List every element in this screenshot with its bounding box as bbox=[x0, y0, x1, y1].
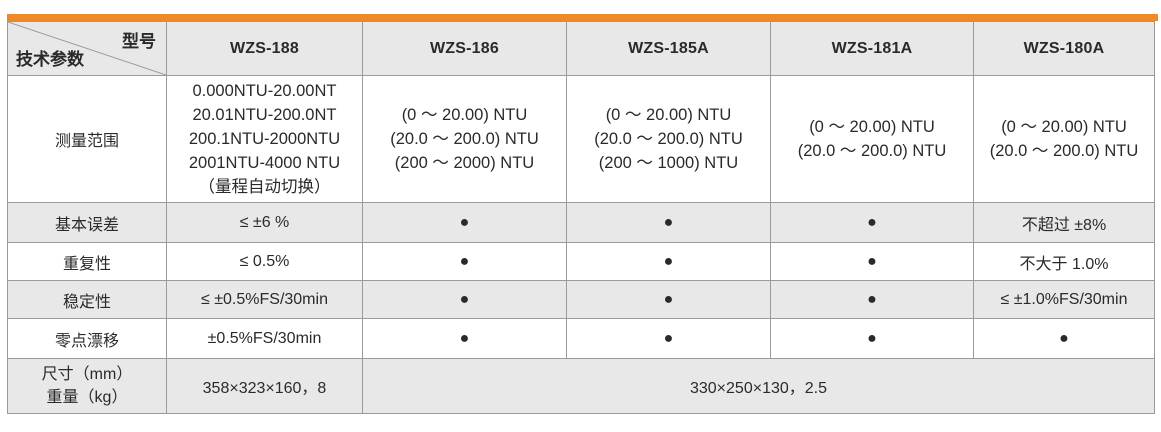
stability-cell-wzs-181a: ● bbox=[770, 280, 974, 319]
column-header-wzs-185a: WZS-185A bbox=[566, 21, 771, 76]
range-line: (20.0 ～ 200.0) NTU bbox=[989, 142, 1139, 160]
diagonal-divider bbox=[8, 22, 166, 75]
repeat-cell-wzs-185a: ● bbox=[566, 242, 771, 281]
repeat-cell-wzs-181a: ● bbox=[770, 242, 974, 281]
repeat-cell-wzs-186: ● bbox=[362, 242, 567, 281]
error-cell-wzs-188: ≤ ±6 % bbox=[166, 202, 363, 243]
table-header-row: 型号 技术参数 WZS-188 WZS-186 WZS-185A WZS-181… bbox=[7, 21, 1155, 76]
size-label-line2: 重量（kg） bbox=[46, 389, 128, 406]
row-label-repeatability: 重复性 bbox=[7, 242, 167, 281]
column-header-wzs-186: WZS-186 bbox=[362, 21, 567, 76]
stability-cell-wzs-186: ● bbox=[362, 280, 567, 319]
range-line: (20.0 ～ 200.0) NTU bbox=[797, 142, 947, 160]
top-accent-bar bbox=[7, 14, 1158, 21]
column-header-wzs-188: WZS-188 bbox=[166, 21, 363, 76]
row-basic-error: 基本误差 ≤ ±6 % ● ● ● 不超过 ±8% bbox=[7, 202, 1155, 243]
range-line: 200.1NTU-2000NTU bbox=[188, 130, 341, 148]
range-line: （量程自动切换） bbox=[198, 178, 331, 196]
range-cell-wzs-188: 0.000NTU-20.00NT 20.01NTU-200.0NT 200.1N… bbox=[166, 75, 363, 203]
range-line: (0 ～ 20.00) NTU bbox=[401, 106, 528, 124]
error-cell-wzs-186: ● bbox=[362, 202, 567, 243]
size-cell-wzs-188: 358×323×160，8 bbox=[166, 358, 363, 414]
range-line: (20.0 ～ 200.0) NTU bbox=[390, 130, 539, 148]
error-cell-wzs-185a: ● bbox=[566, 202, 771, 243]
drift-cell-wzs-188: ±0.5%FS/30min bbox=[166, 318, 363, 359]
repeat-cell-wzs-188: ≤ 0.5% bbox=[166, 242, 363, 281]
drift-cell-wzs-181a: ● bbox=[770, 318, 974, 359]
corner-model-label: 型号 bbox=[122, 32, 156, 51]
range-line: 0.000NTU-20.00NT bbox=[192, 82, 337, 100]
row-measurement-range: 测量范围 0.000NTU-20.00NT 20.01NTU-200.0NT 2… bbox=[7, 75, 1155, 203]
stability-cell-wzs-188: ≤ ±0.5%FS/30min bbox=[166, 280, 363, 319]
corner-header-cell: 型号 技术参数 bbox=[7, 21, 167, 76]
error-cell-wzs-180a: 不超过 ±8% bbox=[973, 202, 1155, 243]
drift-cell-wzs-180a: ● bbox=[973, 318, 1155, 359]
row-zero-drift: 零点漂移 ±0.5%FS/30min ● ● ● ● bbox=[7, 318, 1155, 359]
stability-cell-wzs-180a: ≤ ±1.0%FS/30min bbox=[973, 280, 1155, 319]
column-header-wzs-181a: WZS-181A bbox=[770, 21, 974, 76]
range-line: (0 ～ 20.00) NTU bbox=[605, 106, 732, 124]
range-line: (20.0 ～ 200.0) NTU bbox=[594, 130, 743, 148]
repeat-cell-wzs-180a: 不大于 1.0% bbox=[973, 242, 1155, 281]
corner-param-label: 技术参数 bbox=[16, 50, 84, 69]
row-label-zero-drift: 零点漂移 bbox=[7, 318, 167, 359]
drift-cell-wzs-186: ● bbox=[362, 318, 567, 359]
range-line: (200 ～ 2000) NTU bbox=[394, 154, 535, 172]
range-cell-wzs-185a: (0 ～ 20.00) NTU (20.0 ～ 200.0) NTU (200 … bbox=[566, 75, 771, 203]
row-label-measurement-range: 测量范围 bbox=[7, 75, 167, 203]
row-label-stability: 稳定性 bbox=[7, 280, 167, 319]
range-cell-wzs-181a: (0 ～ 20.00) NTU (20.0 ～ 200.0) NTU bbox=[770, 75, 974, 203]
range-cell-wzs-180a: (0 ～ 20.00) NTU (20.0 ～ 200.0) NTU bbox=[973, 75, 1155, 203]
range-cell-wzs-186: (0 ～ 20.00) NTU (20.0 ～ 200.0) NTU (200 … bbox=[362, 75, 567, 203]
range-line: 20.01NTU-200.0NT bbox=[192, 106, 337, 124]
row-label-size-weight: 尺寸（mm） 重量（kg） bbox=[7, 358, 167, 414]
row-stability: 稳定性 ≤ ±0.5%FS/30min ● ● ● ≤ ±1.0%FS/30mi… bbox=[7, 280, 1155, 319]
size-cell-merged: 330×250×130，2.5 bbox=[362, 358, 1155, 414]
row-repeatability: 重复性 ≤ 0.5% ● ● ● 不大于 1.0% bbox=[7, 242, 1155, 281]
row-label-basic-error: 基本误差 bbox=[7, 202, 167, 243]
error-cell-wzs-181a: ● bbox=[770, 202, 974, 243]
range-line: 2001NTU-4000 NTU bbox=[188, 154, 341, 172]
size-label-line1: 尺寸（mm） bbox=[41, 366, 133, 383]
range-line: (0 ～ 20.00) NTU bbox=[1001, 118, 1127, 136]
range-line: (200 ～ 1000) NTU bbox=[598, 154, 739, 172]
spec-table: 型号 技术参数 WZS-188 WZS-186 WZS-185A WZS-181… bbox=[7, 21, 1155, 414]
range-line: (0 ～ 20.00) NTU bbox=[809, 118, 935, 136]
stability-cell-wzs-185a: ● bbox=[566, 280, 771, 319]
row-size-weight: 尺寸（mm） 重量（kg） 358×323×160，8 330×250×130，… bbox=[7, 358, 1155, 414]
column-header-wzs-180a: WZS-180A bbox=[973, 21, 1155, 76]
drift-cell-wzs-185a: ● bbox=[566, 318, 771, 359]
